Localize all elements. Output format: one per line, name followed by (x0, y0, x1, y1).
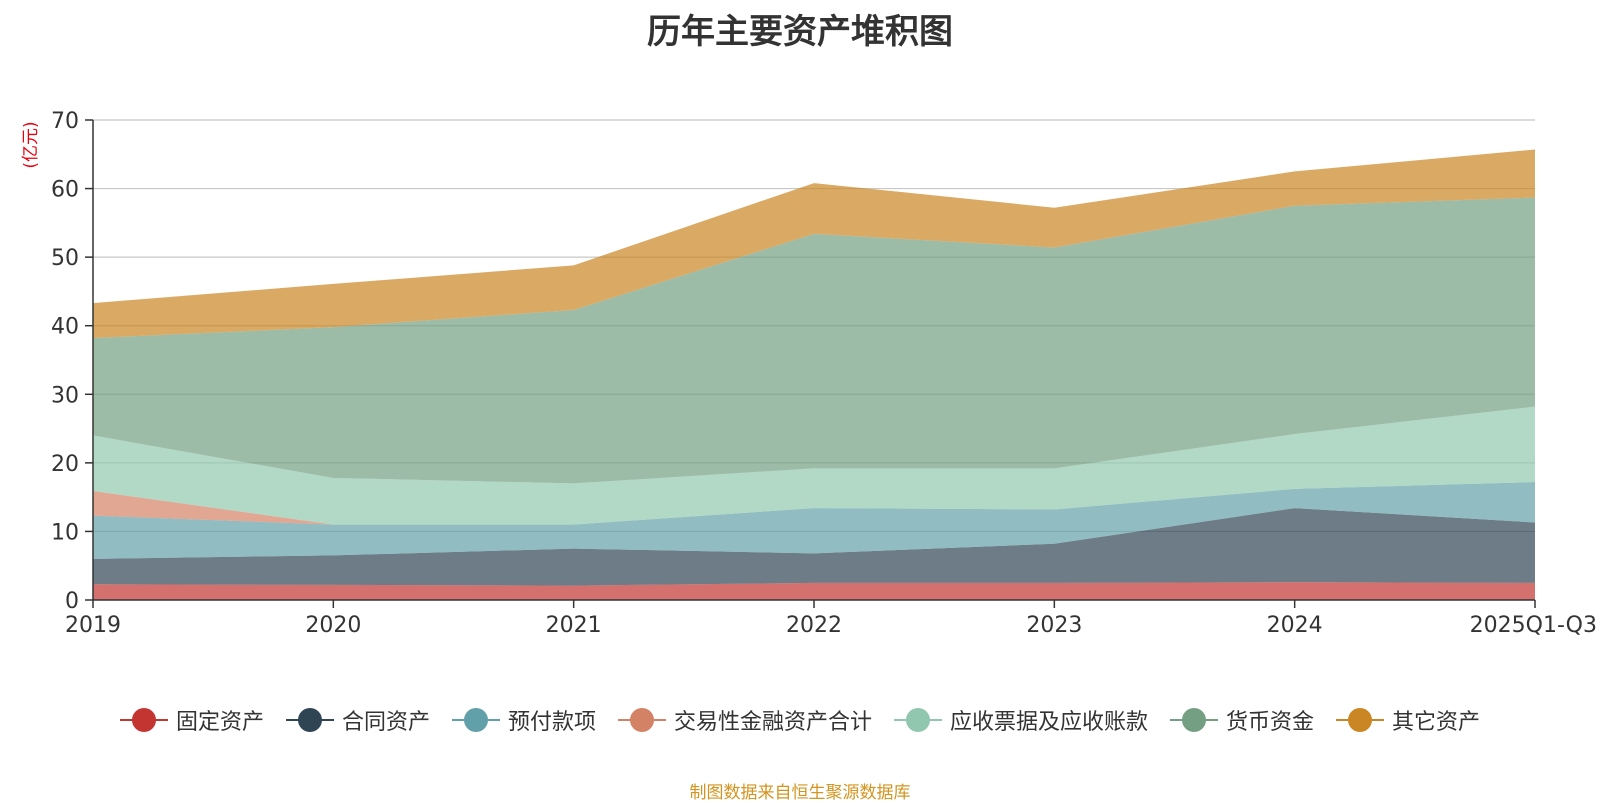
y-tick-label-40: 40 (51, 315, 79, 340)
y-tick-label-10: 10 (51, 520, 79, 545)
legend-item-5[interactable]: 货币资金 (1170, 704, 1314, 736)
chart-title: 历年主要资产堆积图 (647, 12, 953, 52)
y-tick-label-50: 50 (51, 246, 79, 271)
y-tick-label-20: 20 (51, 452, 79, 477)
y-tick-label-30: 30 (51, 383, 79, 408)
legend-label: 固定资产 (175, 710, 264, 735)
legend-label: 应收票据及应收账款 (950, 710, 1149, 735)
area-series (93, 149, 1535, 600)
legend-label: 预付款项 (507, 710, 596, 735)
legend-label: 货币资金 (1226, 710, 1315, 735)
legend-label: 合同资产 (341, 710, 430, 735)
legend-marker-icon (1170, 708, 1219, 732)
x-tick-label-4: 2023 (1026, 613, 1082, 638)
legend-item-0[interactable]: 固定资产 (119, 704, 264, 736)
y-tick-label-60: 60 (51, 178, 79, 203)
legend-item-4[interactable]: 应收票据及应收账款 (894, 704, 1148, 736)
legend-marker-icon (617, 708, 666, 732)
area-series-3[interactable] (93, 482, 1535, 525)
x-tick-label-0: 2019 (65, 613, 121, 638)
legend-marker-icon (285, 708, 334, 732)
area-series-6[interactable] (93, 149, 1535, 339)
legend-label: 交易性金融资产合计 (673, 710, 872, 735)
area-series-0[interactable] (93, 582, 1535, 600)
legend-item-3[interactable]: 交易性金融资产合计 (617, 704, 872, 736)
axes: 0 10 20 30 40 50 60 70 2019 2020 2021 2022 2023 2024 2… (51, 109, 1597, 638)
area-series-5[interactable] (93, 197, 1535, 484)
x-tick-label-2: 2021 (546, 613, 602, 638)
area-series-2[interactable] (93, 482, 1535, 559)
legend-marker-icon (119, 708, 168, 732)
legend-item-1[interactable]: 合同资产 (285, 704, 430, 736)
legend: 固定资产 合同资产 预付款项 交易性金融资产合计 应收票据及应收账款 货币资金 其它资产 (0, 700, 1600, 740)
source-note: 制图数据来自恒生聚源数据库 (689, 783, 911, 803)
legend-marker-icon (451, 708, 500, 732)
area-series-4[interactable] (93, 406, 1535, 525)
x-tick-label-5: 2024 (1267, 613, 1323, 638)
legend-item-6[interactable]: 其它资产 (1336, 704, 1480, 736)
y-tick-label-0: 0 (65, 589, 79, 614)
y-axis-label: (亿元) (21, 121, 41, 168)
x-tick-label-3: 2022 (786, 613, 842, 638)
legend-marker-icon (1336, 708, 1385, 732)
stacked-area-chart: 0 10 20 30 40 50 60 70 2019 2020 2021 2022 2023 2024 2… (21, 109, 1597, 638)
area-series-1[interactable] (93, 508, 1535, 586)
legend-marker-icon (894, 708, 942, 732)
legend-label: 其它资产 (1392, 710, 1481, 735)
y-tick-label-70: 70 (51, 109, 79, 134)
x-tick-label-6: 2025Q1-Q3 (1470, 613, 1597, 638)
x-tick-label-1: 2020 (305, 613, 361, 638)
legend-item-2[interactable]: 预付款项 (451, 704, 596, 736)
